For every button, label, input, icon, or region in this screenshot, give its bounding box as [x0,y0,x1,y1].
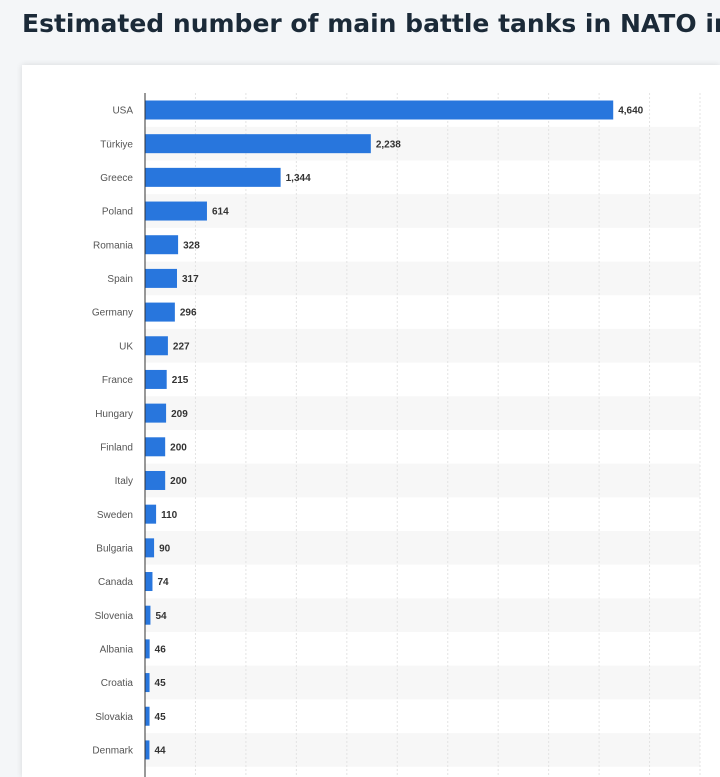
bar [145,706,150,726]
value-label: 296 [180,308,197,319]
value-label: 110 [161,510,178,521]
chart-title: Estimated number of main battle tanks in… [22,9,720,38]
value-label: 45 [155,678,167,689]
bar [145,639,150,659]
row-stripe [145,261,700,296]
bar [145,504,157,524]
value-label: 328 [183,240,200,251]
bar [145,437,166,457]
value-label: 215 [172,375,189,386]
y-tick-label: USA [112,106,133,117]
bar [145,369,167,389]
bar [145,167,281,187]
row-stripe [145,396,700,430]
row-stripe [145,733,700,767]
y-tick-label: Greece [100,173,133,184]
y-tick-label: Sweden [97,510,133,521]
bar [145,470,166,490]
bar [145,740,150,760]
y-tick-label: Slovakia [95,712,133,723]
y-tick-label: France [102,375,134,386]
value-label: 54 [155,611,167,622]
bar [145,100,614,120]
y-tick-label: Spain [107,274,133,285]
value-label: 44 [154,746,166,757]
value-label: 2,238 [376,139,401,150]
bar [145,336,168,356]
bar [145,302,175,322]
y-tick-label: Croatia [101,678,134,689]
y-tick-label: UK [119,341,133,352]
bar [145,201,207,221]
y-tick-label: Denmark [92,746,134,757]
y-tick-label: Türkiye [100,139,133,150]
value-label: 209 [171,409,188,420]
value-label: 200 [170,476,187,487]
row-stripe [145,328,700,363]
row-stripe [145,194,700,228]
y-tick-label: Albania [100,645,134,656]
bar [145,134,371,154]
value-label: 200 [170,442,187,453]
value-label: 317 [182,274,199,285]
value-label: 1,344 [286,173,311,184]
bar [145,538,155,558]
bar [145,235,179,255]
y-tick-label: Slovenia [95,611,134,622]
y-tick-label: Finland [100,442,133,453]
bar [145,572,153,592]
row-stripe [145,463,700,498]
row-stripe [145,665,700,700]
value-label: 90 [159,543,171,554]
value-label: 227 [173,341,190,352]
y-tick-label: Poland [102,207,133,218]
value-label: 4,640 [618,106,643,117]
row-stripe [145,531,700,565]
y-tick-label: Bulgaria [96,543,133,554]
value-label: 614 [212,207,229,218]
y-tick-label: Italy [115,476,133,487]
bar [145,605,151,625]
value-label: 46 [155,645,167,656]
bar [145,403,167,423]
row-stripe [145,598,700,633]
bar [145,268,177,288]
y-tick-label: Canada [98,577,133,588]
y-tick-label: Germany [92,308,133,319]
bar [145,673,150,693]
y-tick-label: Hungary [95,409,133,420]
value-label: 74 [157,577,169,588]
y-tick-label: Romania [93,240,133,251]
value-label: 45 [155,712,167,723]
